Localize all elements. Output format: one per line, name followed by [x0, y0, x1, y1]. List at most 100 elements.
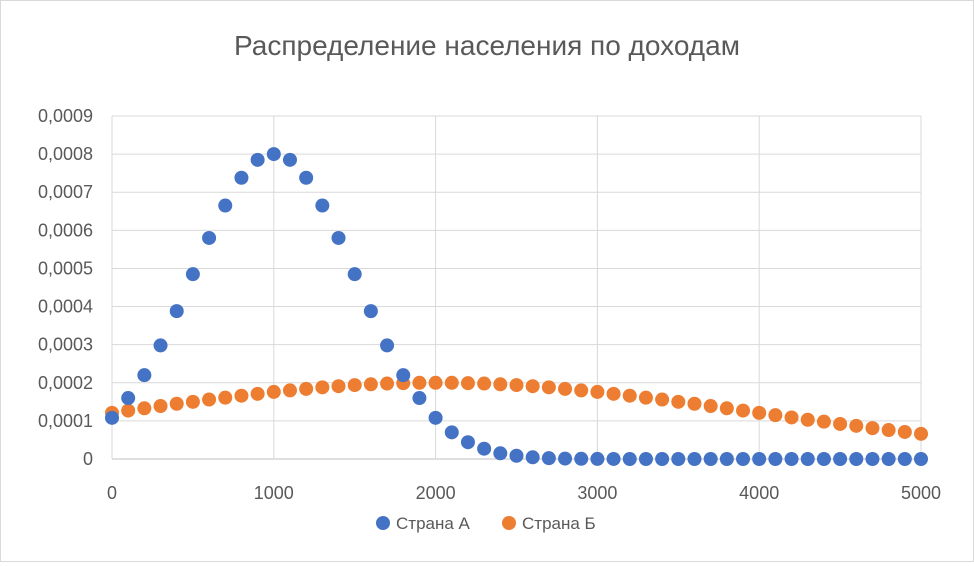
x-axis-ticks: 0 1000 2000 3000 4000 5000: [107, 483, 941, 503]
data-point: [606, 386, 621, 401]
y-tick-label: 0,0003: [38, 335, 93, 355]
data-point: [412, 375, 427, 390]
data-point: [816, 452, 831, 466]
data-point: [816, 414, 831, 429]
data-point: [703, 399, 718, 414]
y-axis-ticks: 0 0,0001 0,0002 0,0003 0,0004 0,0005 0,0006 0,0…: [38, 106, 93, 469]
data-point: [137, 368, 152, 383]
x-tick-label: 1000: [254, 483, 294, 503]
series-1: [105, 375, 928, 441]
data-point: [105, 410, 119, 425]
data-point: [719, 452, 734, 466]
data-point: [671, 452, 686, 466]
data-point: [687, 452, 702, 466]
data-point: [525, 450, 540, 465]
chart-title: Распределение населения по доходам: [234, 30, 740, 61]
data-point: [493, 446, 508, 461]
x-tick-label: 0: [107, 483, 117, 503]
data-point: [784, 452, 799, 466]
data-point: [622, 388, 637, 403]
data-point: [736, 452, 751, 466]
data-point: [655, 392, 670, 407]
data-point: [574, 383, 589, 398]
data-point: [897, 452, 912, 466]
data-point: [541, 451, 556, 466]
data-point: [218, 198, 233, 213]
data-point: [638, 452, 653, 466]
x-tick-label: 3000: [577, 483, 617, 503]
data-point: [169, 304, 184, 319]
data-points: [105, 147, 928, 466]
data-point: [185, 394, 200, 409]
data-point: [380, 376, 395, 391]
data-point: [363, 304, 378, 319]
data-point: [881, 452, 896, 466]
legend-marker: [502, 516, 516, 530]
data-point: [622, 452, 637, 466]
data-point: [768, 408, 783, 423]
data-point: [638, 390, 653, 405]
data-point: [509, 448, 524, 463]
legend-item: Страна А: [376, 514, 471, 533]
data-point: [849, 452, 864, 466]
gridlines: [111, 115, 922, 460]
data-point: [363, 377, 378, 392]
data-point: [347, 378, 362, 393]
data-point: [299, 170, 314, 185]
data-point: [202, 392, 217, 407]
x-tick-label: 4000: [739, 483, 779, 503]
x-tick-label: 2000: [416, 483, 456, 503]
data-point: [541, 380, 556, 395]
data-point: [444, 375, 459, 390]
data-point: [460, 376, 475, 391]
data-point: [218, 390, 233, 405]
data-point: [299, 381, 314, 396]
data-point: [687, 396, 702, 411]
data-point: [784, 410, 799, 425]
data-point: [881, 423, 896, 438]
data-point: [250, 152, 265, 167]
data-point: [865, 421, 880, 436]
data-point: [719, 401, 734, 416]
data-point: [914, 452, 928, 466]
data-point: [121, 391, 136, 406]
x-tick-label: 5000: [901, 483, 941, 503]
data-point: [282, 152, 297, 167]
legend: Страна А Страна Б: [376, 514, 596, 533]
data-point: [865, 452, 880, 466]
data-point: [347, 267, 362, 282]
data-point: [250, 386, 265, 401]
data-point: [380, 338, 395, 353]
data-point: [897, 424, 912, 439]
series-0: [105, 147, 928, 466]
data-point: [444, 425, 459, 440]
data-point: [525, 379, 540, 394]
data-point: [590, 384, 605, 399]
data-point: [509, 378, 524, 393]
data-point: [671, 394, 686, 409]
data-point: [655, 452, 670, 466]
y-tick-label: 0,0002: [38, 373, 93, 393]
data-point: [477, 441, 492, 456]
y-tick-label: 0,0004: [38, 297, 93, 317]
y-tick-label: 0,0007: [38, 182, 93, 202]
data-point: [752, 452, 767, 466]
data-point: [315, 198, 330, 213]
y-tick-label: 0,0009: [38, 106, 93, 126]
data-point: [153, 399, 168, 414]
data-point: [558, 381, 573, 396]
legend-label: Страна Б: [522, 514, 596, 533]
data-point: [234, 388, 249, 403]
data-point: [266, 147, 281, 162]
data-point: [282, 383, 297, 398]
data-point: [460, 435, 475, 450]
data-point: [234, 170, 249, 185]
legend-label: Страна А: [396, 514, 471, 533]
data-point: [736, 403, 751, 418]
data-point: [331, 230, 346, 245]
data-point: [833, 452, 848, 466]
data-point: [202, 230, 217, 245]
data-point: [137, 401, 152, 416]
data-point: [703, 452, 718, 466]
